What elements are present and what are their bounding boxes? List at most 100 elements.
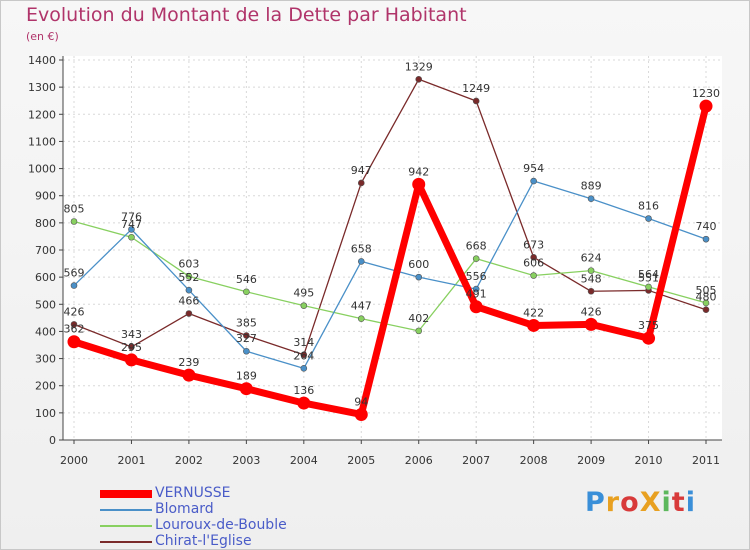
series-line-3 — [73, 78, 707, 356]
data-point-1 — [243, 347, 250, 355]
data-point-1 — [415, 273, 423, 281]
data-point-3 — [415, 75, 423, 83]
chart-title: Evolution du Montant de la Dette par Hab… — [26, 4, 467, 26]
data-point-2 — [128, 233, 135, 241]
data-label-3: 343 — [121, 328, 142, 341]
y-tick-label: 800 — [35, 217, 56, 230]
data-label-0: 136 — [293, 384, 314, 397]
data-point-1 — [530, 177, 537, 185]
data-label-3: 551 — [638, 271, 659, 284]
data-point-1 — [472, 285, 480, 293]
x-tick-label: 2010 — [635, 454, 663, 467]
data-point-2 — [357, 315, 365, 322]
x-tick-label: 2008 — [520, 454, 548, 467]
data-label-1: 889 — [581, 180, 602, 193]
data-label-2: 546 — [236, 273, 257, 286]
data-point-1 — [587, 195, 595, 202]
data-label-1: 569 — [64, 267, 85, 280]
data-label-0: 1230 — [692, 87, 720, 100]
legend-swatch — [100, 509, 152, 511]
data-point-3 — [357, 179, 365, 187]
data-label-3: 480 — [696, 291, 717, 304]
data-point-0 — [527, 318, 541, 332]
data-point-0 — [584, 317, 598, 331]
data-label-2: 805 — [64, 203, 85, 216]
logo-letter: X — [639, 487, 662, 518]
logo-letter: t — [671, 487, 686, 518]
y-tick-label: 500 — [35, 298, 56, 311]
data-point-3 — [70, 321, 78, 328]
series-line-2 — [73, 220, 707, 332]
data-point-0 — [469, 300, 483, 314]
data-label-1: 816 — [638, 200, 659, 213]
data-label-2: 505 — [696, 284, 717, 297]
data-label-0: 362 — [64, 323, 85, 336]
data-label-2: 668 — [466, 240, 487, 253]
data-point-3 — [472, 97, 480, 105]
legend-swatch — [100, 541, 152, 543]
data-point-0 — [699, 99, 713, 113]
x-tick-label: 2006 — [405, 454, 433, 467]
logo-letter: o — [620, 487, 640, 518]
data-point-3 — [185, 310, 193, 317]
data-point-3 — [128, 343, 135, 351]
data-point-2 — [587, 267, 595, 274]
data-point-2 — [472, 255, 480, 262]
data-label-3: 673 — [523, 238, 544, 251]
legend-label: Chirat-l'Eglise — [155, 533, 252, 549]
y-tick-label: 100 — [35, 407, 56, 420]
data-label-0: 94 — [354, 395, 368, 408]
data-point-3 — [702, 306, 710, 314]
data-label-1: 776 — [121, 210, 142, 223]
x-tick-label: 2003 — [232, 454, 260, 467]
data-point-3 — [530, 254, 537, 261]
proxiti-logo: ProXiti — [585, 487, 696, 518]
x-tick-label: 2005 — [347, 454, 375, 467]
y-tick-label: 400 — [35, 325, 56, 338]
y-tick-label: 700 — [35, 244, 56, 257]
legend-label: Blomard — [155, 501, 214, 517]
data-label-3: 426 — [64, 305, 85, 318]
data-label-0: 491 — [466, 288, 487, 301]
data-label-3: 548 — [581, 272, 602, 285]
chart-unit-label: (en €) — [26, 30, 59, 43]
data-point-1 — [128, 226, 135, 233]
data-label-2: 747 — [121, 218, 142, 231]
x-tick-label: 2009 — [577, 454, 605, 467]
logo-letter: P — [585, 487, 606, 518]
data-point-1 — [185, 286, 193, 294]
y-tick-label: 1300 — [28, 81, 56, 94]
y-tick-label: 600 — [35, 271, 56, 284]
plot-area — [63, 56, 722, 440]
data-point-1 — [357, 258, 365, 265]
y-tick-label: 1400 — [28, 54, 56, 67]
x-tick-label: 2007 — [462, 454, 490, 467]
data-label-3: 466 — [178, 295, 199, 308]
data-label-1: 954 — [523, 162, 544, 175]
data-label-0: 295 — [121, 341, 142, 354]
data-point-0 — [354, 407, 368, 421]
legend-swatch — [100, 490, 152, 498]
data-label-2: 603 — [178, 257, 199, 270]
data-point-1 — [300, 365, 308, 372]
series-line-1 — [73, 180, 707, 369]
data-point-3 — [587, 287, 595, 295]
data-label-0: 189 — [236, 370, 257, 383]
data-point-0 — [642, 331, 656, 345]
data-label-2: 402 — [408, 312, 429, 325]
y-tick-label: 1200 — [28, 108, 56, 121]
legend-swatch — [100, 525, 152, 527]
y-tick-label: 0 — [49, 434, 56, 447]
y-tick-label: 1100 — [28, 135, 56, 148]
y-tick-label: 200 — [35, 380, 56, 393]
data-label-0: 422 — [523, 306, 544, 319]
data-label-1: 740 — [696, 220, 717, 233]
data-point-2 — [702, 299, 710, 307]
data-point-0 — [67, 335, 81, 349]
data-point-2 — [70, 218, 78, 225]
legend-label: Louroux-de-Bouble — [155, 517, 287, 533]
data-label-3: 947 — [351, 164, 372, 177]
y-tick-label: 900 — [35, 190, 56, 203]
data-label-2: 624 — [581, 252, 602, 265]
